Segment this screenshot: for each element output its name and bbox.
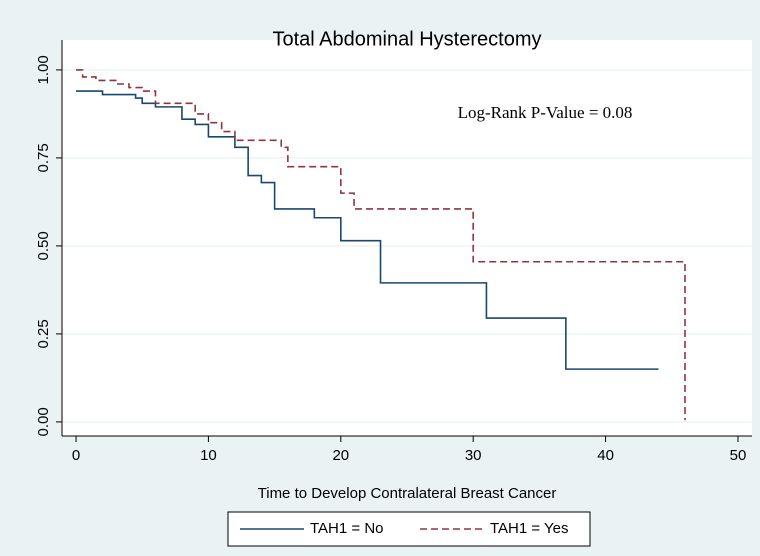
y-tick-label: 0.00 (35, 407, 52, 436)
chart-title: Total Abdominal Hysterectomy (272, 28, 541, 50)
annotation: Log-Rank P-Value = 0.08 (458, 103, 633, 122)
plot-area (62, 40, 752, 436)
x-tick-label: 20 (332, 447, 349, 464)
x-axis-label: Time to Develop Contralateral Breast Can… (258, 485, 557, 502)
survival-line (76, 69, 686, 421)
legend-label: TAH1 = No (310, 520, 384, 537)
y-tick-label: 1.00 (35, 55, 52, 84)
x-tick-label: 30 (465, 447, 482, 464)
y-tick-label: 0.75 (35, 143, 52, 172)
x-tick-label: 10 (200, 447, 217, 464)
y-tick-label: 0.50 (35, 231, 52, 260)
y-tick-label: 0.25 (35, 319, 52, 348)
x-tick-label: 40 (597, 447, 614, 464)
x-tick-label: 0 (72, 447, 80, 464)
x-tick-label: 50 (730, 447, 747, 464)
legend-label: TAH1 = Yes (490, 520, 569, 537)
survival-line (76, 90, 659, 370)
